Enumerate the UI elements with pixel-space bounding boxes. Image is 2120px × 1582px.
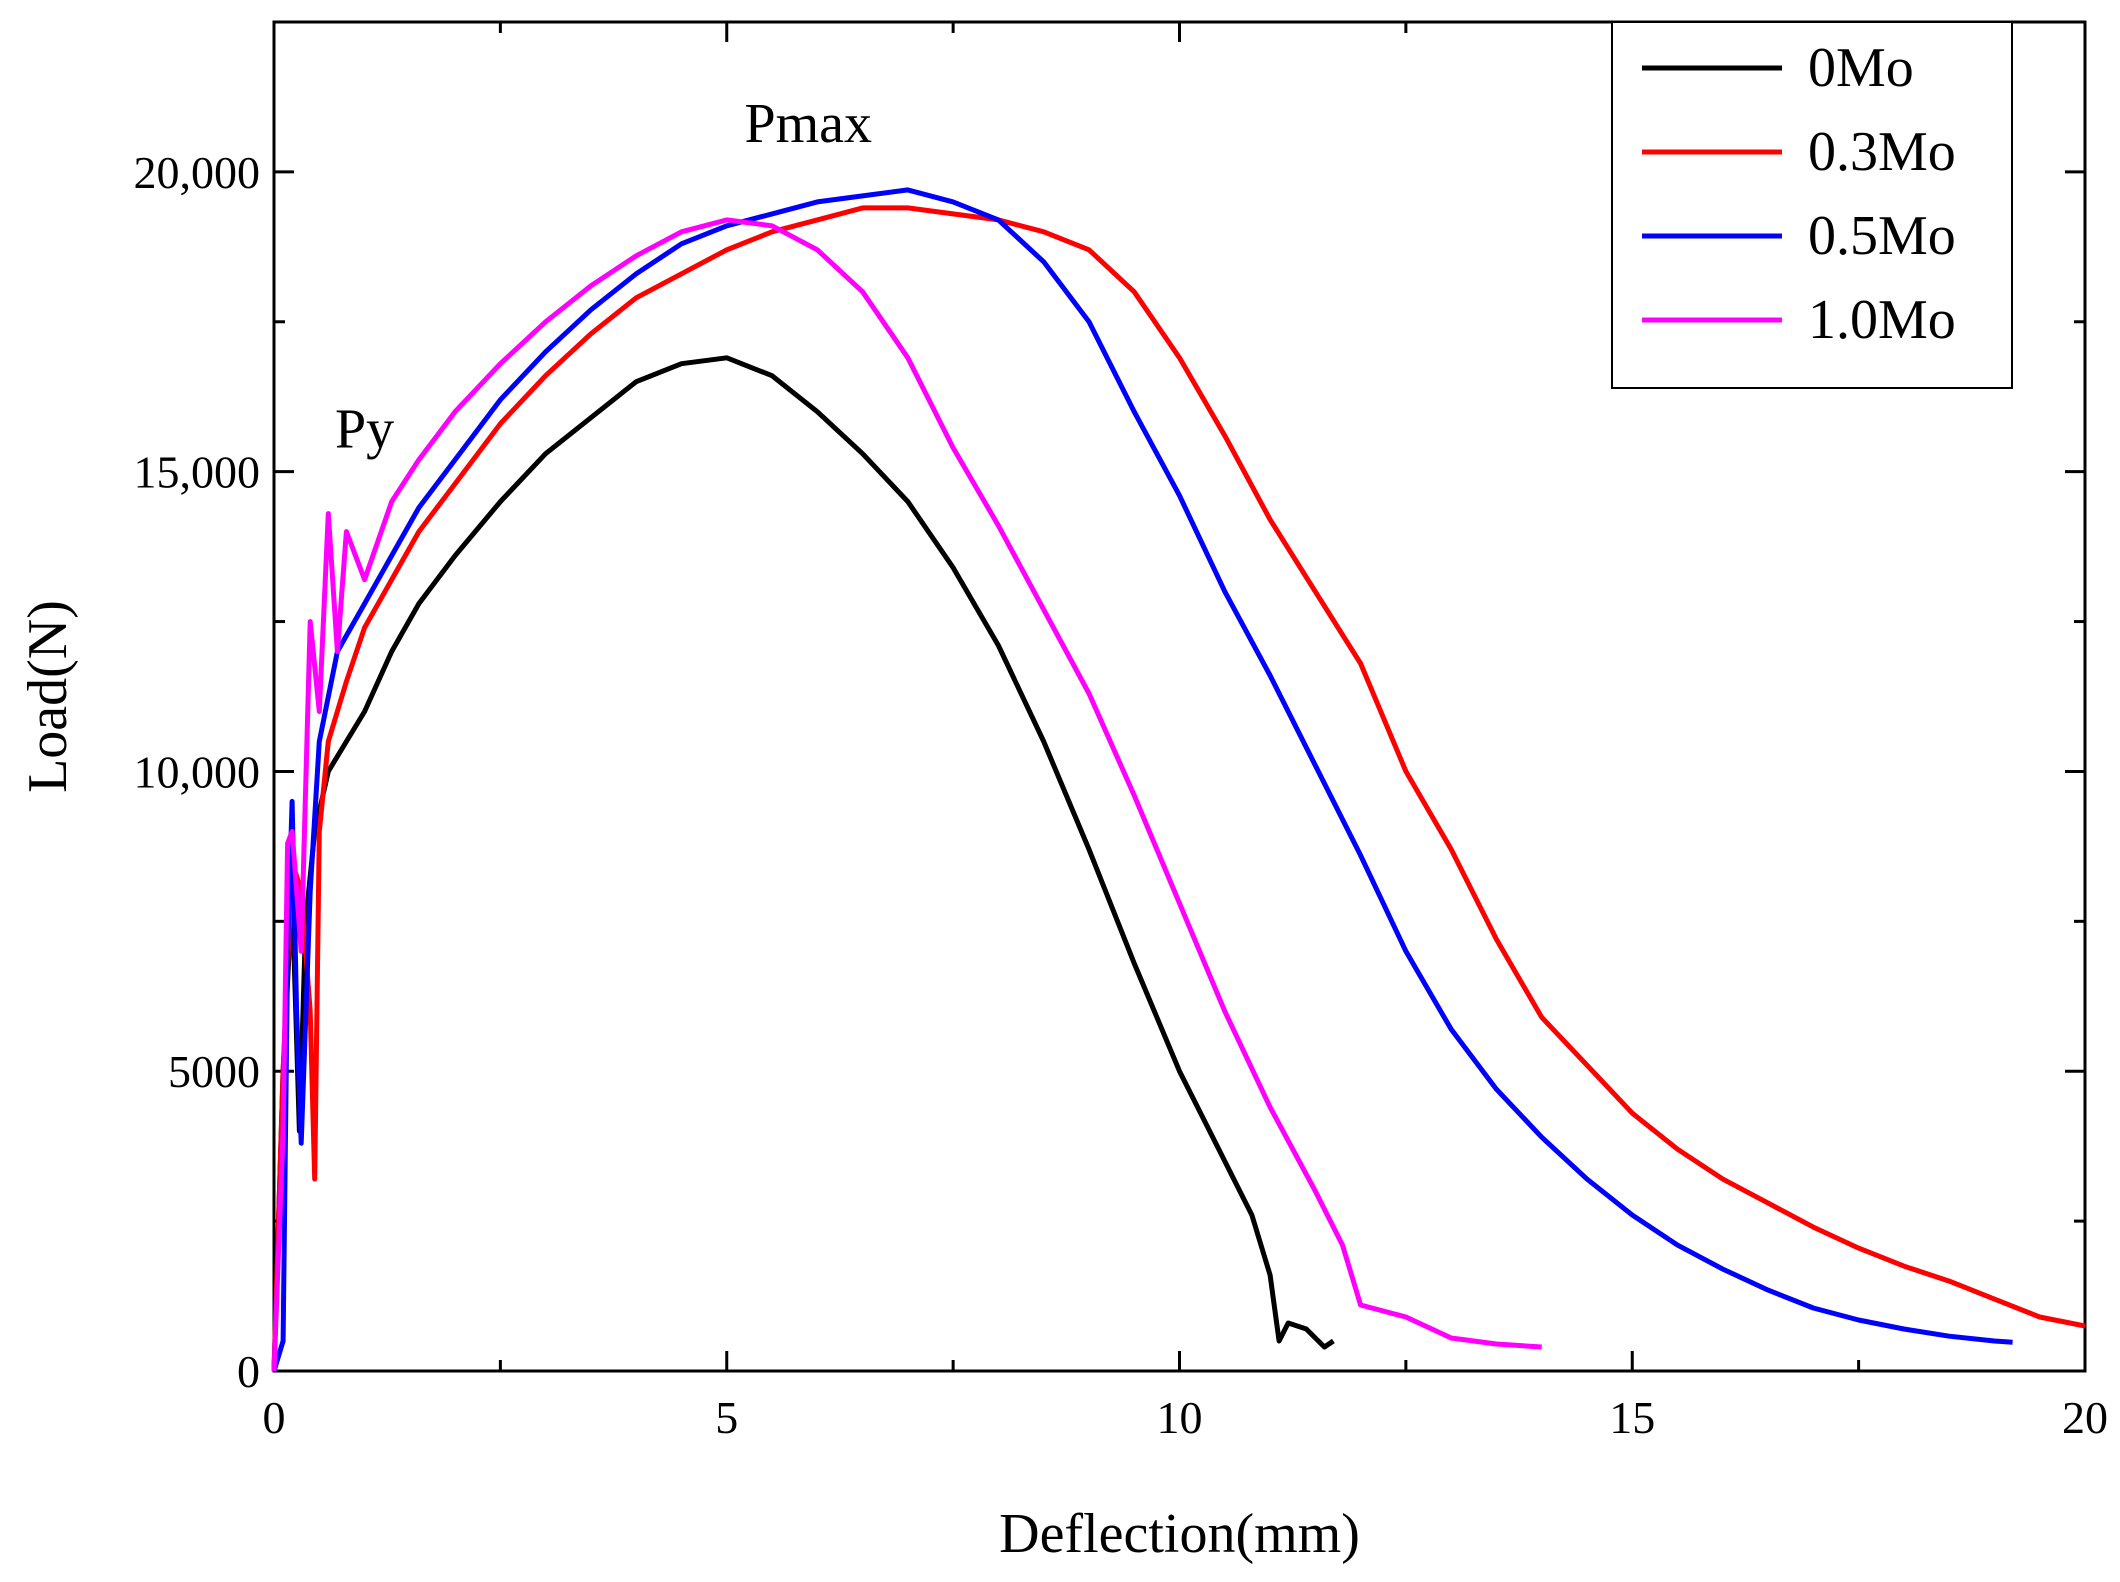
legend-box xyxy=(1611,21,2013,389)
y-tick-label: 0 xyxy=(237,1346,260,1397)
x-tick-label: 0 xyxy=(263,1392,286,1443)
x-tick-label: 15 xyxy=(1609,1392,1655,1443)
legend-label: 0Mo xyxy=(1808,37,1914,99)
y-tick-label: 20,000 xyxy=(134,147,261,198)
series-layer xyxy=(271,187,2086,1372)
series-line-1-0Mo xyxy=(271,217,1542,1372)
legend-label: 1.0Mo xyxy=(1808,289,1956,351)
y-tick-label: 10,000 xyxy=(134,746,261,797)
annotations: Pmax Py xyxy=(335,93,872,461)
x-tick-label: 20 xyxy=(2062,1392,2108,1443)
x-tick-label: 5 xyxy=(715,1392,738,1443)
axes: 0 5 10 15 20 0 5000 10,000 15,000 20,000 Deflectio… xyxy=(17,20,2108,1565)
x-tick-label: 10 xyxy=(1157,1392,1203,1443)
series-line-0-5Mo xyxy=(271,187,2013,1372)
y-tick-label: 5000 xyxy=(168,1046,260,1097)
y-axis-title: Load(N) xyxy=(17,600,79,793)
annotation-py: Py xyxy=(335,399,394,461)
x-axis-title: Deflection(mm) xyxy=(999,1503,1360,1565)
y-tick-label: 15,000 xyxy=(134,447,261,498)
legend: 0Mo 0.3Mo 0.5Mo 1.0Mo xyxy=(1611,21,2013,389)
legend-label: 0.3Mo xyxy=(1808,121,1956,183)
annotation-pmax: Pmax xyxy=(744,93,872,155)
legend-label: 0.5Mo xyxy=(1808,205,1956,267)
